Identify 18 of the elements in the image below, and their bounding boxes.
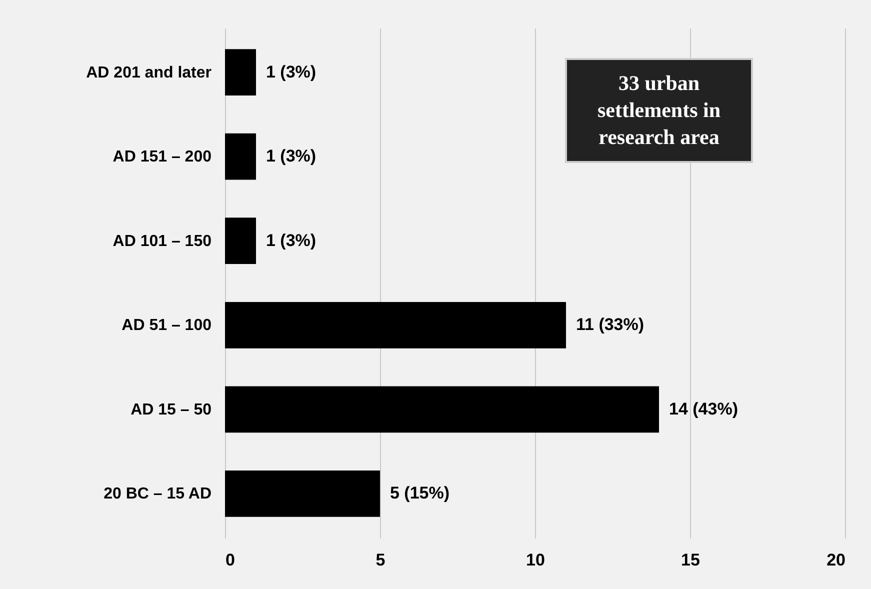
- data-label: 1 (3%): [266, 230, 316, 250]
- annotation: 33 urban settlements in research area: [565, 58, 753, 163]
- data-label: 14 (43%): [669, 399, 738, 418]
- data-label: 1 (3%): [266, 62, 316, 82]
- x-tick-label: 20: [826, 550, 846, 570]
- y-tick-label: AD 101 – 150: [112, 232, 212, 250]
- data-label: 1 (3%): [266, 146, 316, 166]
- x-tick-label: 0: [226, 550, 235, 570]
- x-tick-label: 10: [526, 550, 545, 570]
- y-tick-label: AD 51 – 100: [122, 317, 212, 334]
- x-tick-label: 5: [376, 550, 386, 570]
- data-label: 5 (15%): [390, 484, 450, 503]
- x-tick-label: 15: [681, 550, 700, 570]
- y-tick-label: 20 BC – 15 AD: [104, 486, 212, 503]
- y-tick-label: AD 15 – 50: [130, 401, 212, 418]
- y-tick-label: AD 151 – 200: [112, 148, 212, 166]
- y-tick-label: AD 201 and later: [86, 64, 212, 82]
- data-label: 11 (33%): [576, 315, 644, 334]
